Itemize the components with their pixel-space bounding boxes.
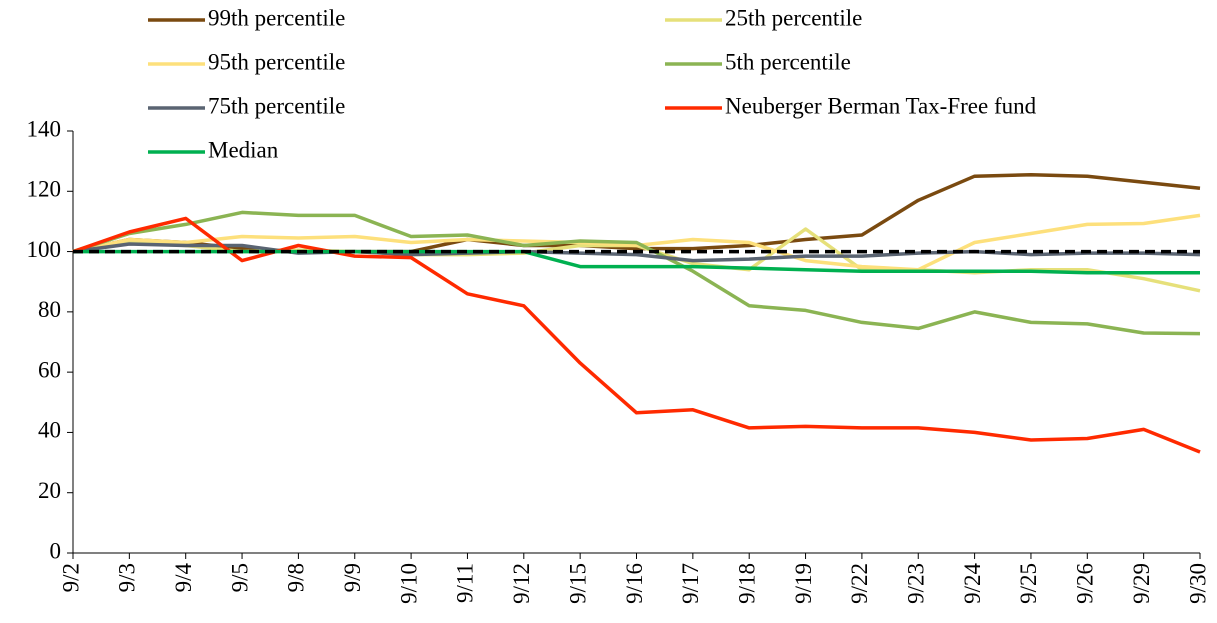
x-tick-label: 9/30 xyxy=(1185,563,1210,604)
x-tick-label: 9/9 xyxy=(340,563,365,592)
y-tick-label: 40 xyxy=(38,418,61,443)
x-tick-label: 9/25 xyxy=(1016,563,1041,604)
y-tick-label: 0 xyxy=(50,538,62,563)
x-tick-label: 9/24 xyxy=(960,563,985,604)
x-tick-label: 9/4 xyxy=(171,563,196,593)
legend-label: 99th percentile xyxy=(208,5,345,30)
legend-label: 95th percentile xyxy=(208,49,345,74)
x-tick-label: 9/3 xyxy=(115,563,140,592)
x-tick-label: 9/11 xyxy=(453,563,478,603)
x-tick-label: 9/2 xyxy=(58,563,83,592)
y-tick-label: 80 xyxy=(38,297,61,322)
x-tick-label: 9/12 xyxy=(509,563,534,604)
x-tick-label: 9/26 xyxy=(1073,563,1098,604)
y-tick-label: 140 xyxy=(27,116,62,141)
x-tick-label: 9/17 xyxy=(678,563,703,604)
x-tick-label: 9/16 xyxy=(622,563,647,604)
x-tick-label: 9/5 xyxy=(227,563,252,592)
series-line xyxy=(72,213,1201,272)
y-tick-label: 60 xyxy=(38,357,61,382)
y-tick-label: 100 xyxy=(27,237,62,262)
series-line xyxy=(72,242,1201,263)
x-tick-label: 9/15 xyxy=(565,563,590,604)
series-line xyxy=(72,210,1201,336)
x-tick-label: 9/22 xyxy=(847,563,872,604)
legend-label: Median xyxy=(208,137,279,162)
y-tick-label: 120 xyxy=(27,177,62,202)
x-tick-label: 9/19 xyxy=(791,563,816,604)
legend-label: Neuberger Berman Tax-Free fund xyxy=(725,93,1037,118)
x-tick-label: 9/29 xyxy=(1129,563,1154,604)
series-line xyxy=(72,216,1201,454)
y-tick-label: 20 xyxy=(38,478,61,503)
x-tick-label: 9/10 xyxy=(396,563,421,604)
x-tick-label: 9/23 xyxy=(904,563,929,604)
legend-label: 25th percentile xyxy=(725,5,862,30)
series-line xyxy=(73,249,1200,275)
legend-label: 75th percentile xyxy=(208,93,345,118)
x-tick-label: 9/8 xyxy=(284,563,309,592)
x-tick-label: 9/18 xyxy=(734,563,759,604)
legend-label: 5th percentile xyxy=(725,49,851,74)
